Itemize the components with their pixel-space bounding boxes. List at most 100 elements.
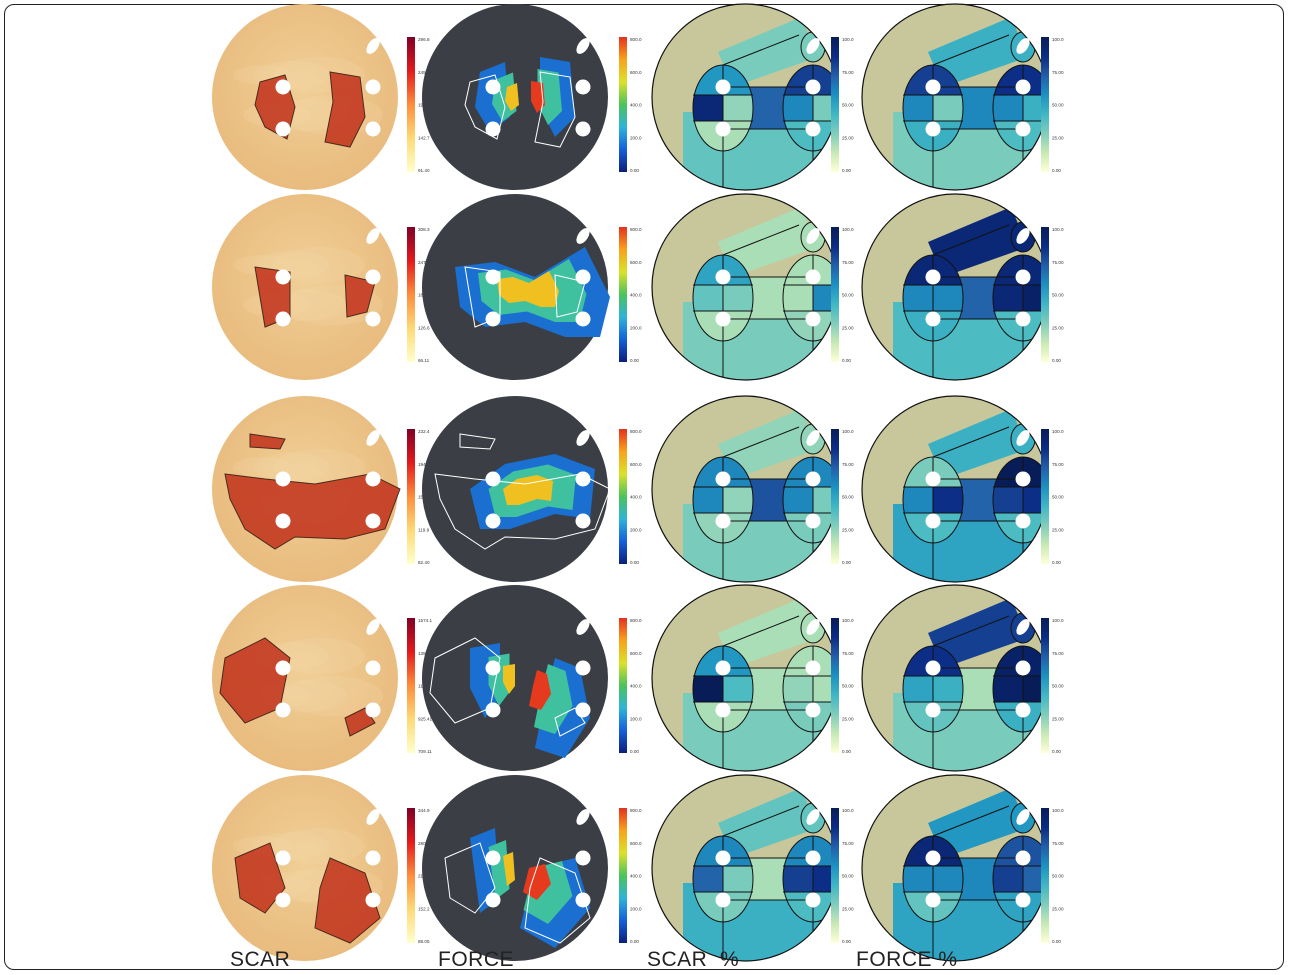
scar-outline [554,274,586,318]
force-percent-tick-label: 25.00 [1052,906,1064,911]
scar-percent-diagram: 100.0 75.00 50.00 25.00 0.00 [651,584,854,772]
electrode-marker [575,850,591,866]
scar-colorbar [407,37,415,172]
electrode-marker [275,269,291,285]
force-tick-label: 400.0 [630,684,642,689]
scar-percent-tick-label: 100.0 [842,808,854,813]
force-percent-tick-label: 50.00 [1052,293,1064,298]
region-cell [928,207,1028,277]
region-cell [928,788,1028,858]
force-map: 800.0 600.0 400.0 200.0 0.00 [422,396,642,582]
force-percent-tick-label: 100.0 [1052,37,1064,42]
scar-percent-tick-label: 100.0 [842,227,854,232]
region-outline [932,805,1010,837]
region-cell [903,866,933,892]
region-cell [928,409,1028,479]
electrode-marker [365,702,381,718]
force-tick-label: 200.0 [630,716,642,721]
electrode-marker [275,513,291,529]
force-colorbar [619,227,627,362]
electrode-marker [1015,702,1031,718]
electrode-marker [485,311,501,327]
force-tick-label: 0.00 [630,168,639,173]
scar-percent-tick-label: 75.00 [842,70,854,75]
force-tick-label: 400.0 [630,874,642,879]
electrode-marker [715,269,731,285]
scar-percent-tick-label: 75.00 [842,841,854,846]
force-map: 800.0 600.0 400.0 200.0 0.00 [422,4,642,190]
region-cell [783,487,813,513]
scar-tick-label: 925.41 [418,716,432,721]
force-tick-label: 800.0 [630,618,642,623]
electrode-marker [715,79,731,95]
force-percent-tick-label: 0.00 [1052,358,1061,363]
electrode-marker [275,702,291,718]
force-tick-label: 600.0 [630,70,642,75]
region-cell [933,285,963,311]
electrode-marker [715,892,731,908]
force-percent-tick-label: 75.00 [1052,70,1064,75]
force-tick-label: 600.0 [630,651,642,656]
region-cell [903,487,933,513]
scar-tick-label: 232.4 [418,429,430,434]
force-region [497,271,559,307]
electrode-marker [275,850,291,866]
scar-tick-label: 247.8 [418,260,430,265]
scar-percent-tick-label: 25.00 [842,135,854,140]
force-tick-label: 0.00 [630,939,639,944]
electrode-marker [485,269,501,285]
scar-tick-label: 1574.1 [418,618,432,623]
scar-tick-label: 308.3 [418,227,430,232]
electrode-marker [1016,228,1030,244]
region-outline [722,34,800,66]
scar-tick-label: 152.2 [418,906,430,911]
electrode-marker [365,850,381,866]
scar-percent-tick-label: 25.00 [842,527,854,532]
electrode-marker [485,79,501,95]
force-percent-tick-label: 100.0 [1052,227,1064,232]
scar-percent-tick-label: 50.00 [842,495,854,500]
electrode-marker [715,121,731,137]
region-cell [933,866,963,892]
region-cell [693,95,723,121]
scar-percent-tick-label: 50.00 [842,293,854,298]
electrode-marker [805,513,821,529]
force-colorbar [619,37,627,172]
electrode-marker [1015,121,1031,137]
force-percent-tick-label: 0.00 [1052,560,1061,565]
force-region [537,69,562,125]
electrode-marker [575,471,591,487]
scar-texture [273,247,365,283]
electrode-marker [1015,79,1031,95]
scar-percent-tick-label: 25.00 [842,325,854,330]
force-percent-tick-label: 25.00 [1052,135,1064,140]
electrode-marker [805,121,821,137]
scar-tick-label: 709.11 [418,749,432,754]
force-percent-colorbar [1041,618,1049,753]
electrode-marker [275,892,291,908]
electrode-marker [485,121,501,137]
electrode-marker [806,809,820,825]
force-percent-colorbar [1041,37,1049,172]
region-cell [718,207,818,277]
column-title-scar-percent: SCAR % [647,948,740,971]
scar-tick-label: 1358.4 [418,651,432,656]
electrode-marker [1015,471,1031,487]
electrode-marker [365,311,381,327]
electrode-marker [715,702,731,718]
region-cell [783,676,813,702]
scar-outline [459,433,496,450]
electrode-marker [365,121,381,137]
scar-colorbar [407,429,415,564]
electrode-marker [1016,430,1030,446]
force-tick-label: 200.0 [630,135,642,140]
scar-outline [534,71,576,148]
electrode-marker [365,79,381,95]
electrode-marker [576,38,590,54]
electrode-marker [1015,311,1031,327]
figure-frame [4,4,1284,970]
force-percent-tick-label: 50.00 [1052,684,1064,689]
